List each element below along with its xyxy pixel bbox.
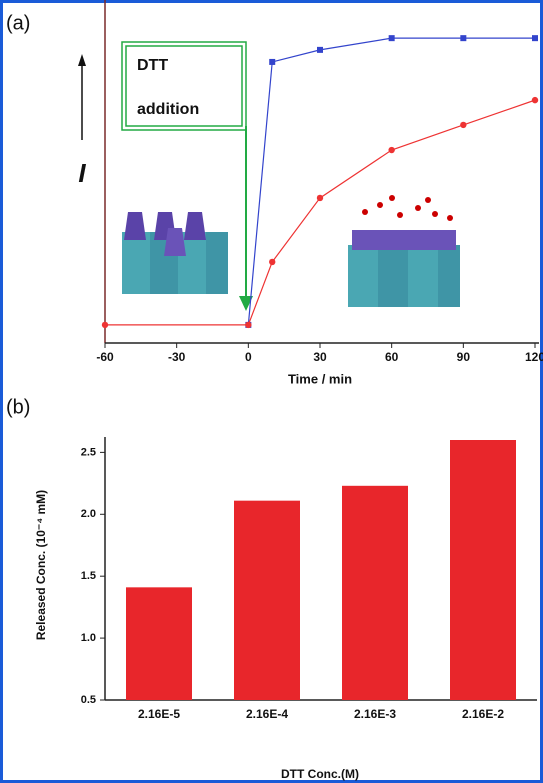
panel-label: (a)	[6, 12, 30, 34]
y-axis-label: Released Conc. (10⁻⁴ mM)	[34, 490, 48, 640]
bar	[450, 440, 516, 700]
x-tick-label: -60	[96, 350, 114, 364]
x-axis-label: Time / min	[288, 371, 352, 386]
x-axis-label: DTT Conc.(M)	[281, 767, 359, 781]
annotation: addition	[137, 101, 199, 118]
marker	[460, 35, 467, 42]
bar	[342, 485, 408, 700]
x-tick-label: 2.16E-5	[138, 707, 180, 721]
panel-label: (b)	[6, 396, 30, 418]
annotation-arrow-head	[239, 296, 253, 311]
x-tick-label: 60	[385, 350, 399, 364]
marker	[269, 258, 276, 266]
y-tick-label: 0.5	[81, 694, 96, 706]
x-tick-label: 120	[525, 350, 543, 364]
x-tick-label: 0	[245, 350, 252, 364]
marker	[316, 194, 324, 202]
x-tick-label: 2.16E-4	[246, 707, 288, 721]
x-tick-label: 2.16E-3	[354, 707, 396, 721]
x-tick-label: 2.16E-2	[462, 707, 504, 721]
y-tick-label: 1.5	[81, 570, 96, 582]
annotation-box	[121, 41, 247, 131]
annotation-box-inner	[125, 45, 243, 127]
marker	[101, 321, 109, 329]
bar	[126, 587, 192, 700]
bar	[234, 500, 300, 700]
marker	[317, 46, 323, 53]
marker	[388, 146, 395, 154]
y-tick-label: 1.0	[81, 632, 96, 644]
series-line	[247, 37, 535, 325]
x-tick-label: 90	[457, 350, 471, 364]
marker	[460, 121, 467, 129]
y-tick-label: 2.0	[81, 508, 96, 520]
marker	[245, 321, 252, 329]
x-tick-label: -30	[168, 350, 186, 364]
annotation: DTT	[137, 57, 168, 74]
marker	[388, 35, 395, 42]
marker	[531, 96, 539, 104]
marker	[269, 58, 276, 65]
y-tick-label: 2.5	[81, 446, 96, 458]
y-axis-label: I	[78, 158, 86, 188]
marker	[532, 35, 538, 42]
y-arrow-head	[78, 54, 86, 66]
x-tick-label: 30	[313, 350, 327, 364]
illustration-closed	[122, 212, 228, 294]
illustration-open	[348, 195, 460, 307]
